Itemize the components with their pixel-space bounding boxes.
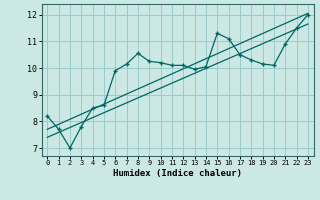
X-axis label: Humidex (Indice chaleur): Humidex (Indice chaleur) (113, 169, 242, 178)
